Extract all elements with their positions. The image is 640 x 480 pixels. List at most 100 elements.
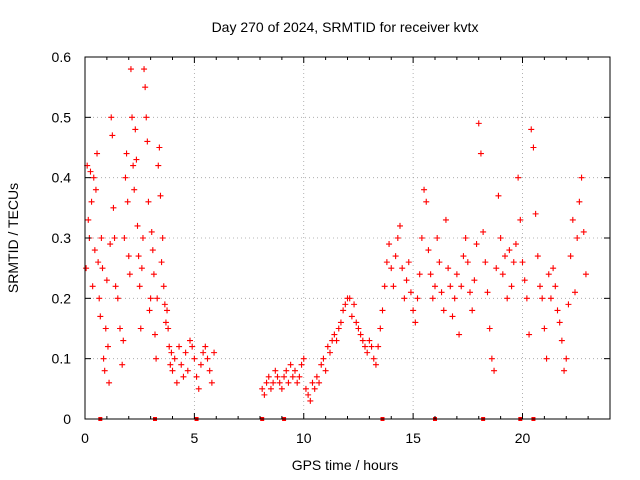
data-point (342, 301, 349, 308)
data-point (158, 259, 165, 266)
data-point (160, 283, 167, 290)
data-point (141, 66, 148, 73)
data-point (191, 355, 198, 362)
data-point (298, 361, 305, 368)
data-point (416, 271, 423, 278)
data-point (475, 120, 482, 127)
data-point (120, 337, 127, 344)
data-point (335, 325, 342, 332)
data-point (515, 174, 522, 181)
data-point (168, 349, 175, 356)
data-point (176, 343, 183, 350)
data-point (423, 198, 430, 205)
data-point (117, 325, 123, 332)
data-point (567, 253, 574, 260)
data-point (447, 283, 454, 290)
data-point (138, 265, 145, 272)
data-point (552, 283, 559, 290)
data-point (480, 228, 487, 235)
data-point (578, 174, 585, 181)
data-point (429, 295, 436, 302)
data-point (388, 265, 395, 272)
data-point (353, 319, 360, 326)
data-point (375, 343, 382, 350)
data-point (405, 259, 412, 266)
data-point (379, 307, 386, 314)
data-point (569, 216, 576, 223)
data-point (432, 283, 438, 290)
data-point (539, 295, 546, 302)
data-point (307, 397, 314, 404)
data-point (556, 319, 563, 326)
data-point (143, 114, 150, 121)
data-point (129, 114, 136, 121)
data-point (171, 355, 178, 362)
data-point (477, 150, 484, 157)
data-point (532, 210, 539, 217)
data-point (348, 313, 355, 320)
data-point (410, 307, 417, 314)
data-point (302, 385, 309, 392)
data-point (270, 379, 277, 386)
data-point (508, 283, 515, 290)
data-point (144, 138, 151, 145)
data-point (102, 325, 109, 332)
data-point (136, 283, 143, 290)
data-point (211, 349, 218, 356)
data-point (259, 385, 266, 392)
data-point (101, 367, 108, 374)
data-point (292, 367, 298, 374)
data-point (381, 283, 388, 290)
data-point (436, 259, 443, 266)
data-point (206, 367, 213, 374)
data-point (169, 367, 176, 374)
data-point (523, 295, 530, 302)
data-point (504, 295, 511, 302)
data-point (156, 144, 163, 151)
data-point (442, 216, 449, 223)
data-point (276, 379, 283, 386)
data-point (87, 168, 94, 175)
data-point (502, 253, 508, 260)
data-point (124, 198, 131, 205)
data-point (320, 355, 327, 362)
data-point (91, 247, 98, 254)
data-point (106, 379, 113, 386)
data-point (283, 367, 290, 374)
data-point (272, 367, 279, 374)
y-tick-label: 0.6 (52, 49, 72, 65)
data-point (285, 379, 292, 386)
data-point (178, 361, 185, 368)
data-point (372, 361, 379, 368)
data-point (580, 228, 587, 235)
x-tick-label: 5 (190, 430, 198, 446)
data-point (554, 307, 561, 314)
data-point (161, 301, 168, 308)
data-point (107, 241, 114, 248)
data-point (370, 355, 377, 362)
data-point (104, 343, 111, 350)
data-point (265, 373, 272, 380)
data-point (499, 271, 506, 278)
data-point (497, 235, 504, 241)
data-point (89, 283, 96, 290)
data-point (109, 132, 116, 139)
data-point (397, 222, 403, 229)
data-point (119, 361, 126, 368)
data-point (112, 283, 119, 290)
data-point (300, 355, 307, 362)
data-point (427, 271, 434, 278)
data-point (114, 295, 121, 302)
data-point (318, 361, 325, 368)
data-point (94, 150, 101, 157)
data-point (473, 241, 480, 248)
y-tick-label: 0 (63, 411, 71, 427)
data-point (337, 319, 344, 326)
data-point (456, 331, 463, 338)
data-point (131, 186, 138, 193)
data-point (289, 373, 296, 380)
data-point (440, 307, 447, 314)
chart-title: Day 270 of 2024, SRMTID for receiver kvt… (212, 19, 479, 35)
data-point (451, 295, 458, 302)
data-point (506, 247, 513, 254)
